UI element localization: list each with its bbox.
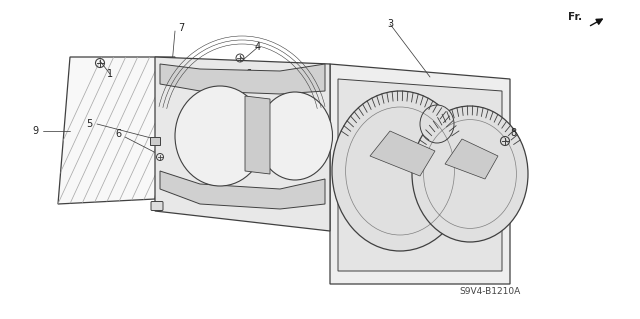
Polygon shape (160, 64, 325, 94)
Ellipse shape (332, 91, 468, 251)
Text: S9V4-B1210A: S9V4-B1210A (460, 286, 520, 295)
Text: 4: 4 (255, 42, 261, 52)
Text: 7: 7 (178, 23, 184, 33)
Ellipse shape (257, 92, 333, 180)
Text: Fr.: Fr. (568, 12, 582, 22)
Text: 9: 9 (32, 126, 38, 136)
Polygon shape (445, 139, 498, 179)
Text: 6: 6 (245, 69, 251, 79)
Polygon shape (58, 57, 175, 204)
Polygon shape (160, 171, 325, 209)
Text: 1: 1 (107, 69, 113, 79)
FancyBboxPatch shape (151, 202, 163, 211)
Polygon shape (245, 96, 270, 174)
Ellipse shape (175, 86, 265, 186)
Polygon shape (338, 79, 502, 271)
Polygon shape (330, 64, 510, 284)
Polygon shape (370, 131, 435, 176)
Text: 3: 3 (387, 19, 393, 29)
Bar (150, 137, 160, 145)
Text: 8: 8 (510, 128, 516, 138)
Text: 6: 6 (115, 129, 121, 139)
Ellipse shape (420, 105, 454, 143)
Ellipse shape (412, 106, 528, 242)
Polygon shape (155, 57, 330, 231)
Text: 5: 5 (86, 119, 92, 129)
